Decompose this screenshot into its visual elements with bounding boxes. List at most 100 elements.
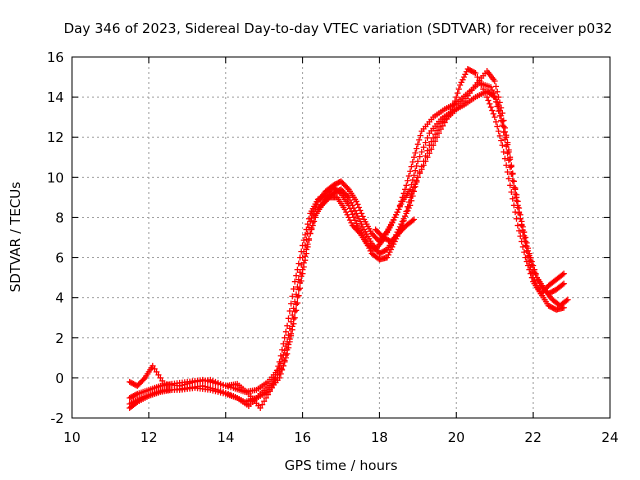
data-point [280,362,287,369]
data-point [305,235,312,242]
data-point [514,198,521,205]
data-point [353,210,360,217]
data-point [530,262,537,269]
data-point [424,154,431,161]
data-point [133,391,140,398]
data-point [559,281,566,288]
data-point [510,178,517,185]
data-point [387,246,394,253]
data-point [491,78,498,85]
data-point [411,184,418,191]
data-point [413,145,420,152]
data-point [525,245,532,252]
data-point [512,209,519,216]
data-point [308,225,315,232]
y-tick-label: 12 [47,130,64,146]
data-point [358,210,365,217]
data-point [521,229,528,236]
data-point [302,253,309,260]
data-point [412,167,419,174]
data-point [495,102,502,109]
data-point [297,285,304,292]
data-point [394,209,401,216]
data-point [407,168,414,175]
data-point [525,262,532,269]
y-tick-label: -2 [51,411,64,427]
data-point [299,242,306,249]
data-point [358,221,365,228]
data-point [282,328,289,335]
y-tick-label: 4 [55,291,64,307]
data-point [513,215,520,222]
data-point [299,266,306,273]
data-point [559,271,566,278]
data-point [140,376,147,383]
data-point [532,270,539,277]
x-tick-label: 22 [525,430,542,446]
x-tick-label: 20 [448,430,465,446]
data-point [386,249,393,256]
data-point [510,202,517,209]
data-point [499,142,506,149]
data-point [491,93,498,100]
data-point [504,141,511,148]
data-point [521,249,528,256]
data-point [445,112,452,119]
data-point [428,146,435,153]
data-point [290,285,297,292]
y-axis-label: SDTVAR / TECUs [8,182,24,292]
data-point [455,86,462,93]
data-point [349,211,356,218]
data-point [402,186,409,193]
data-point [153,368,160,375]
x-tick-label: 12 [140,430,157,446]
data-point [264,391,271,398]
data-point [345,202,352,209]
data-point [509,195,516,202]
data-point [288,330,295,337]
data-point [307,230,314,237]
data-point [418,148,425,155]
y-tick-label: 8 [55,210,64,226]
data-point [300,237,307,244]
data-point [399,194,406,201]
data-point [304,221,311,228]
data-point [494,99,501,106]
data-point [385,251,392,258]
data-point [300,259,307,266]
data-point [485,97,492,104]
data-point [501,128,508,135]
data-point [354,213,361,220]
data-point [354,201,361,208]
data-point [400,217,407,224]
data-point [459,76,466,83]
data-point [471,69,478,76]
data-point [501,155,508,162]
data-point [357,207,364,214]
data-point [517,211,524,218]
data-point [420,162,427,169]
data-point [298,248,305,255]
data-point [489,87,496,94]
data-point [263,394,270,401]
data-point [284,346,291,353]
y-tick-label: 0 [55,371,64,387]
data-point [412,181,419,188]
data-point [474,74,481,81]
data-point [411,216,418,223]
data-point [389,243,396,250]
data-point [420,144,427,151]
data-points [126,66,571,411]
data-point [484,94,491,101]
data-point [504,168,511,175]
data-point [266,388,273,395]
data-point [509,170,516,177]
data-series [126,88,567,401]
data-point [270,377,277,384]
data-point [462,71,469,78]
data-point [343,209,350,216]
data-point [348,219,355,226]
data-point [492,118,499,125]
data-point [295,292,302,299]
